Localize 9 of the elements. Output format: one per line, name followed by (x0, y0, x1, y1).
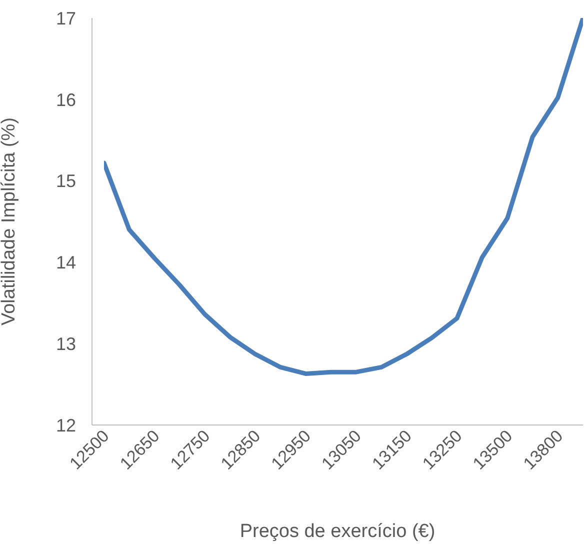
x-axis-title: Preços de exercício (€) (240, 521, 436, 542)
line-series (104, 18, 583, 376)
y-axis-title: Volatilidade Implícita (%) (0, 117, 20, 326)
y-tick-label: 17 (56, 8, 76, 28)
y-tick-label: 16 (56, 90, 76, 110)
y-tick-label: 13 (56, 334, 76, 354)
y-tick-label: 12 (56, 415, 76, 436)
y-tick-label: 15 (56, 171, 76, 192)
y-tick-label: 14 (56, 252, 76, 273)
